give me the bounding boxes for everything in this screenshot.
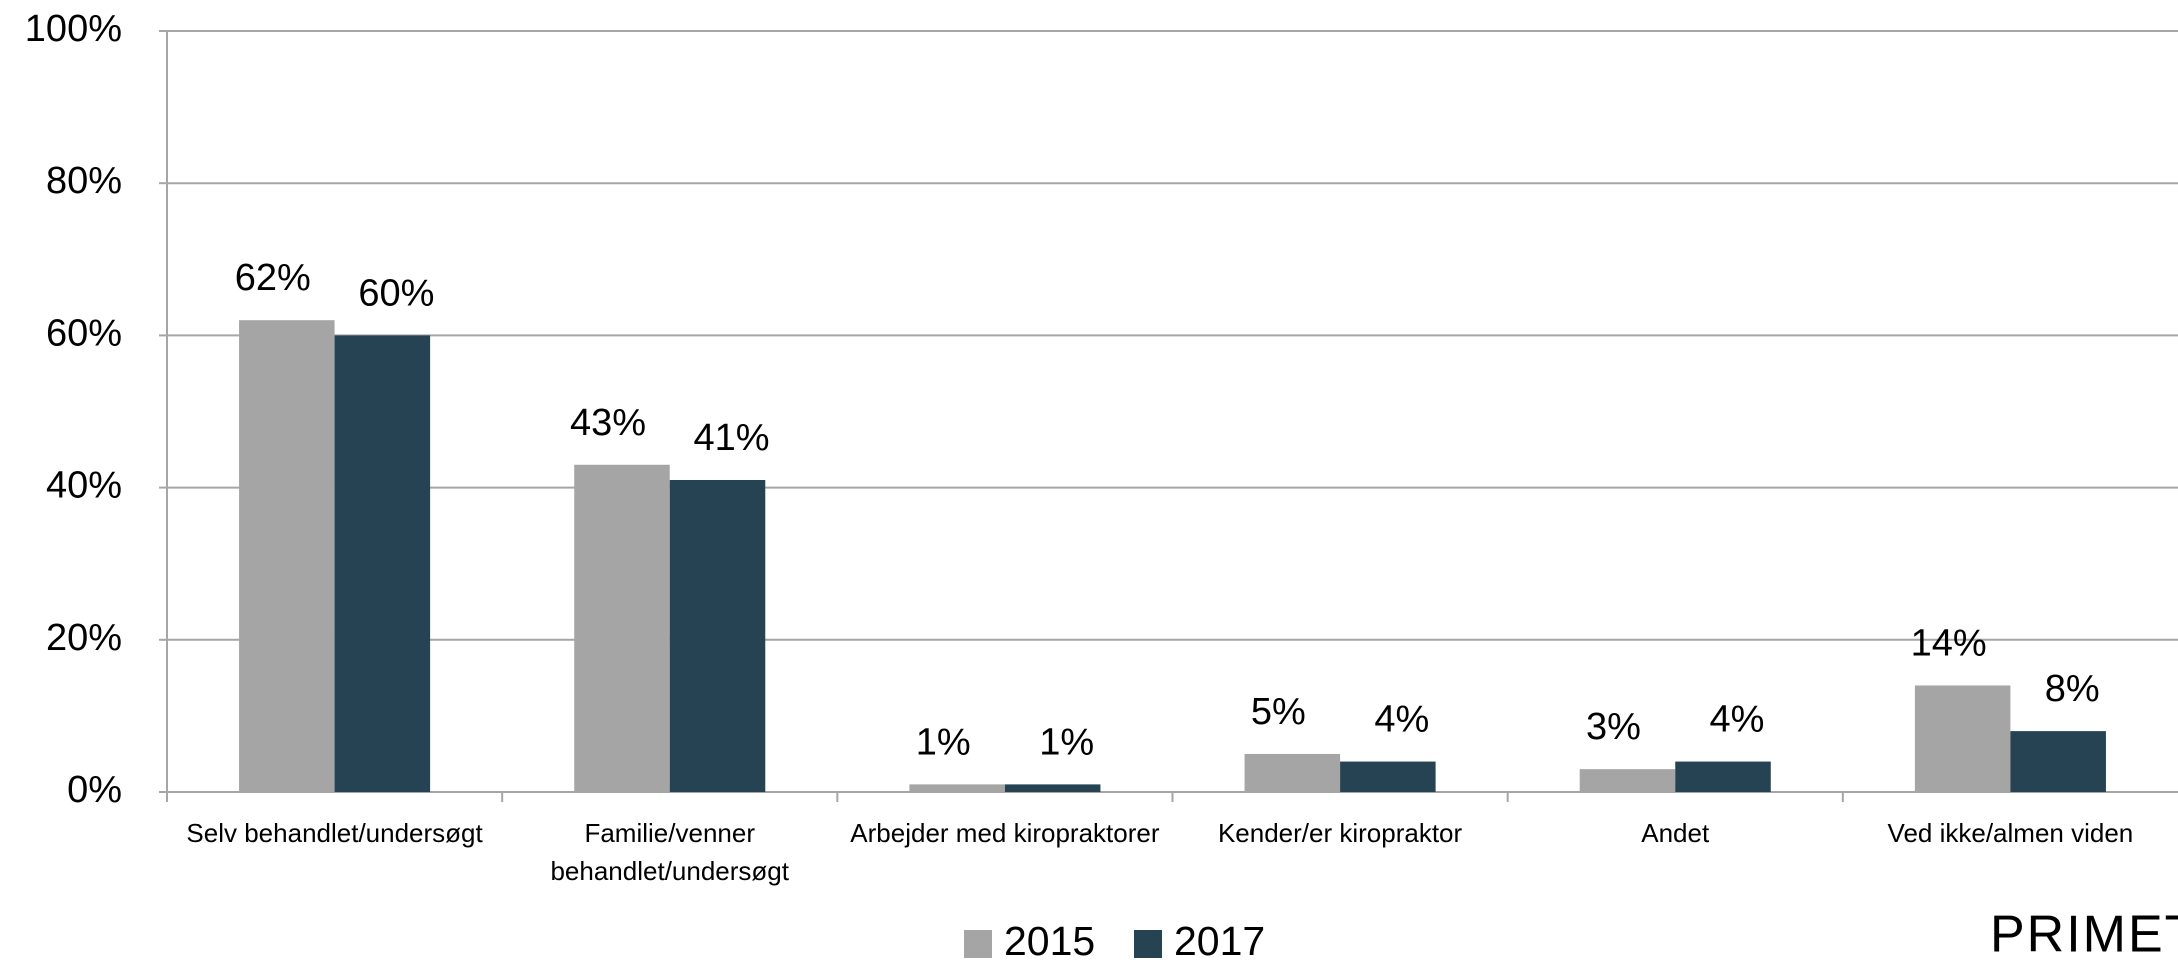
legend-label: 2015 bbox=[1004, 918, 1095, 962]
y-tick-label: 80% bbox=[46, 160, 122, 202]
x-tick-label: Kender/er kiropraktor bbox=[1217, 818, 1463, 848]
x-tick-label: Arbejder med kiropraktorer bbox=[850, 818, 1160, 848]
bar bbox=[909, 784, 1005, 792]
bar bbox=[1004, 784, 1101, 792]
legend-label: 2017 bbox=[1174, 918, 1265, 962]
bar bbox=[1579, 769, 1676, 792]
data-label: 60% bbox=[358, 272, 434, 314]
y-tick-label: 60% bbox=[46, 312, 122, 354]
bar bbox=[1675, 761, 1771, 792]
data-label: 4% bbox=[1710, 699, 1765, 741]
bar bbox=[2010, 731, 2106, 792]
data-label: 1% bbox=[1039, 721, 1094, 763]
bar bbox=[574, 464, 670, 792]
data-label: 43% bbox=[570, 402, 646, 444]
data-label: 14% bbox=[1911, 622, 1987, 664]
y-tick-label: 20% bbox=[46, 617, 122, 659]
bar bbox=[239, 320, 335, 792]
x-tick-label: Andet bbox=[1641, 818, 1710, 848]
legend-swatch bbox=[1134, 930, 1162, 958]
bar bbox=[1244, 753, 1341, 792]
y-tick-label: 0% bbox=[67, 769, 122, 811]
data-label: 1% bbox=[916, 721, 971, 763]
data-label: 8% bbox=[2045, 668, 2100, 710]
x-tick-label: Ved ikke/almen viden bbox=[1887, 818, 2134, 848]
bar bbox=[1340, 761, 1436, 792]
legend-swatch bbox=[964, 930, 992, 958]
data-label: 3% bbox=[1586, 706, 1641, 748]
data-label: 4% bbox=[1374, 699, 1429, 741]
data-label: 5% bbox=[1251, 691, 1306, 733]
y-tick-label: 100% bbox=[25, 8, 122, 50]
logo: PRIMET bbox=[1990, 906, 2178, 962]
bar bbox=[669, 479, 766, 792]
bar bbox=[334, 335, 431, 792]
bar bbox=[1914, 685, 2011, 792]
x-tick-label: Selv behandlet/undersøgt bbox=[186, 818, 483, 848]
data-label: 62% bbox=[235, 257, 311, 299]
data-label: 41% bbox=[693, 417, 769, 459]
x-tick-label: Familie/venner behandlet/undersøgt bbox=[550, 818, 789, 886]
y-tick-label: 40% bbox=[46, 465, 122, 507]
